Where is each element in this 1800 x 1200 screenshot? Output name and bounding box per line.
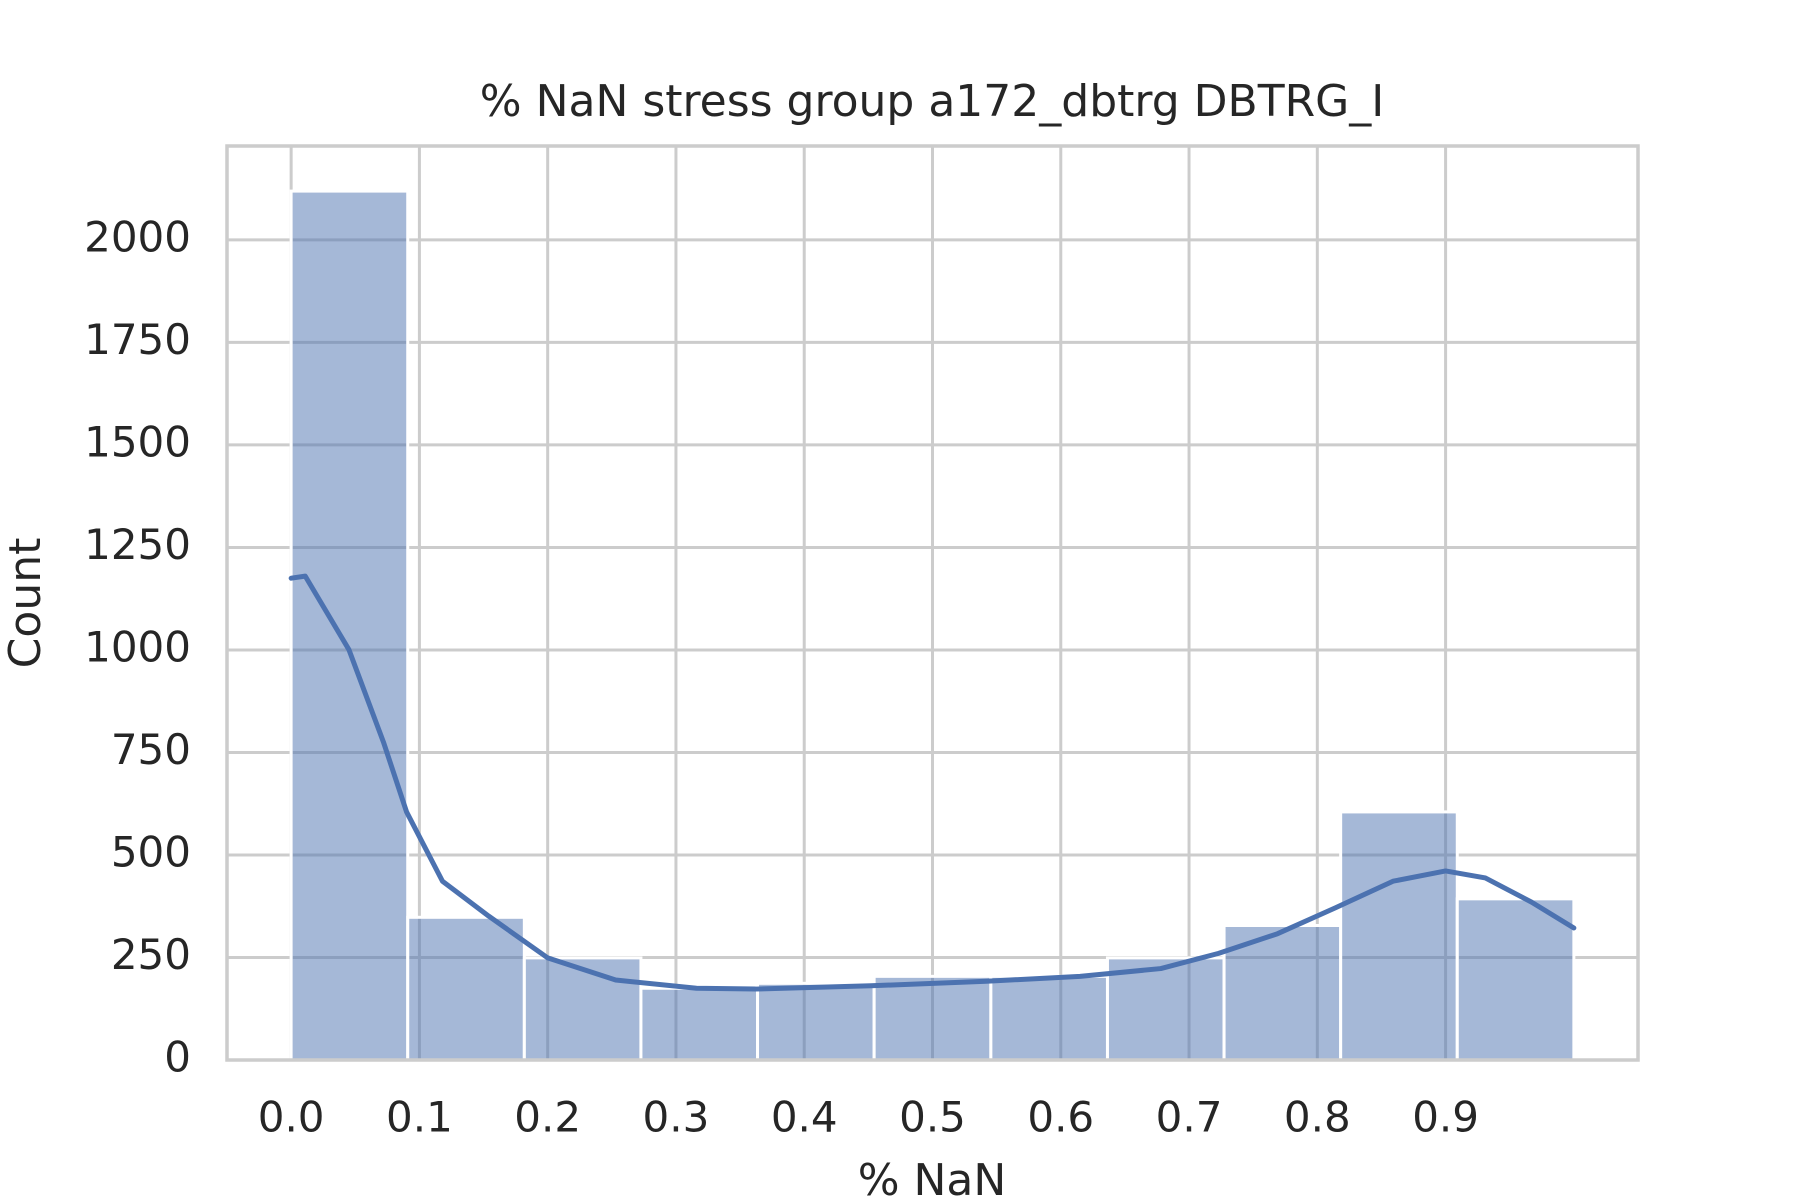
y-tick-label: 250 [111,930,191,979]
chart-title: % NaN stress group a172_dbtrg DBTRG_I [480,76,1384,127]
x-tick-label: 0.5 [899,1093,966,1142]
x-tick-label: 0.0 [258,1093,325,1142]
bar [1455,897,1576,1062]
bar [289,189,410,1062]
y-tick-label: 1000 [84,622,191,671]
y-tick-label: 500 [111,827,191,876]
axes-frame [225,144,1640,1062]
bar [756,981,876,1062]
bar [872,974,993,1062]
y-tick-label: 750 [111,725,191,774]
x-tick-label: 0.2 [514,1093,581,1142]
x-tick-label: 0.3 [643,1093,710,1142]
y-tick-label: 2000 [84,212,191,261]
y-tick-label: 1500 [84,417,191,466]
x-axis-label: % NaN [858,1155,1007,1200]
bar [1339,810,1459,1062]
x-tick-label: 0.7 [1156,1093,1223,1142]
bar [406,915,526,1062]
y-tick-label: 1750 [84,315,191,364]
kde-line [288,573,1577,992]
x-tick-label: 0.8 [1284,1093,1351,1142]
y-tick-label: 1250 [84,520,191,569]
bar [989,974,1109,1062]
x-tick-label: 0.4 [771,1093,838,1142]
y-axis-label: Count [0,538,51,669]
x-tick-label: 0.1 [386,1093,453,1142]
x-tick-label: 0.6 [1027,1093,1094,1142]
x-tick-label: 0.9 [1412,1093,1479,1142]
bar [522,956,643,1062]
y-tick-label: 0 [164,1033,191,1082]
bar [1222,924,1343,1062]
bar [639,986,760,1062]
